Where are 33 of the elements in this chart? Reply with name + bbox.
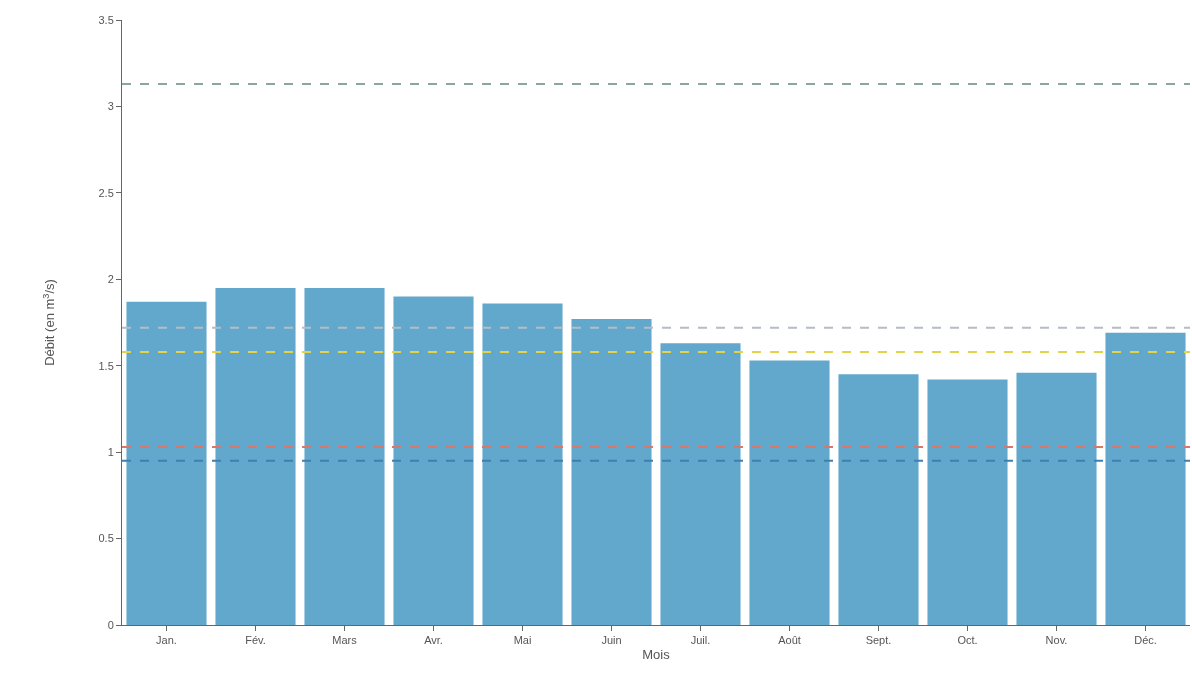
x-tick-label: Fév. — [245, 634, 266, 647]
bar — [749, 360, 830, 625]
bar — [393, 296, 474, 625]
x-axis-title: Mois — [642, 646, 671, 662]
x-tick-label: Déc. — [1134, 634, 1157, 647]
x-tick-label: Août — [778, 634, 801, 647]
y-tick-label: 1 — [107, 445, 114, 458]
x-tick-label: Avr. — [424, 634, 443, 647]
y-tick-label: 1.5 — [98, 359, 114, 372]
y-tick-label: 2 — [107, 273, 114, 286]
x-tick-label: Mars — [332, 634, 358, 647]
x-tick-label: Jan. — [156, 634, 177, 647]
bar — [838, 374, 919, 625]
bar — [215, 287, 296, 625]
bar — [126, 301, 207, 625]
x-tick-label: Juil. — [690, 634, 711, 647]
x-tick-label: Sept. — [865, 634, 892, 647]
y-tick-label: 3 — [107, 100, 114, 113]
y-tick-label: 2.5 — [98, 186, 114, 199]
bar — [571, 319, 652, 625]
bar — [927, 379, 1008, 625]
bar — [660, 343, 741, 625]
bar — [304, 287, 385, 625]
bar — [1105, 332, 1186, 625]
x-tick-label: Nov. — [1045, 634, 1068, 647]
x-tick-label: Juin — [601, 634, 622, 647]
x-tick-label: Mai — [513, 634, 532, 647]
bar — [482, 303, 563, 625]
bar — [1016, 372, 1097, 625]
x-tick-label: Oct. — [957, 634, 978, 647]
y-tick-label: 0.5 — [98, 532, 114, 545]
y-tick-label: 3.5 — [98, 13, 114, 26]
y-tick-label: 0 — [107, 618, 114, 631]
